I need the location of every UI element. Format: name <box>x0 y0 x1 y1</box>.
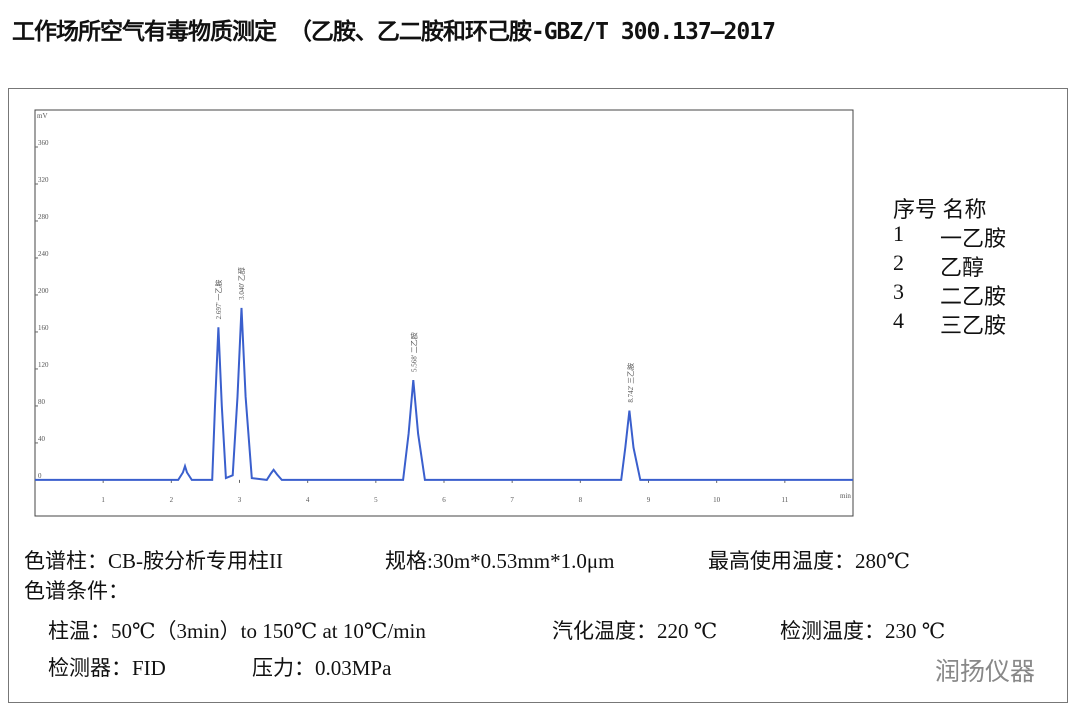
legend-cell: 4 <box>893 308 904 333</box>
y-tick-label: 80 <box>38 398 46 406</box>
y-tick-label: 360 <box>38 139 49 147</box>
condition: 检测器：FID <box>48 656 166 680</box>
x-tick-label: 9 <box>647 496 651 504</box>
x-tick-label: 7 <box>510 496 514 504</box>
x-tick-label: 11 <box>781 496 788 504</box>
legend-cell: 二乙胺 <box>940 284 1007 309</box>
legend-cell: 乙醇 <box>940 255 985 280</box>
legend-header: 序号 名称 <box>893 192 987 224</box>
signal-line <box>35 307 853 481</box>
x-tick-label: 6 <box>442 496 446 504</box>
title: 工作场所空气有毒物质测定 （乙胺、乙二胺和环己胺-GBZ/T 300.137—2… <box>12 19 776 45</box>
y-tick-label: 160 <box>38 324 49 332</box>
header-cell: 名称 <box>942 197 987 222</box>
y-tick-label: 0 <box>38 472 42 480</box>
x-tick-label: 2 <box>170 496 174 504</box>
condition: 规格:30m*0.53mm*1.0μm <box>385 549 615 573</box>
y-label: mV <box>37 112 48 120</box>
peak-label: 2.697' 一乙胺 <box>214 280 223 320</box>
header-cell: 序号 <box>893 197 938 222</box>
condition: 色谱柱：CB-胺分析专用柱II <box>24 549 283 573</box>
x-tick-label: 1 <box>101 496 105 504</box>
condition: 压力：0.03MPa <box>252 656 392 680</box>
condition: 汽化温度：220 ℃ <box>552 619 718 643</box>
x-tick-label: 4 <box>306 496 310 504</box>
legend-cell: 一乙胺 <box>940 226 1007 251</box>
condition: 检测温度：230 ℃ <box>780 619 946 643</box>
x-tick-label: 5 <box>374 496 378 504</box>
frame <box>8 88 1068 703</box>
peak-label: 5.568' 二乙胺 <box>410 332 419 372</box>
condition: 色谱条件： <box>24 579 129 603</box>
y-tick-label: 200 <box>38 287 49 295</box>
y-tick-label: 280 <box>38 213 49 221</box>
x-tick-label: 8 <box>579 496 583 504</box>
condition: 柱温：50℃（3min）to 150℃ at 10℃/min <box>48 619 426 643</box>
condition: 最高使用温度：280℃ <box>708 549 910 573</box>
x-tick-label: 3 <box>238 496 242 504</box>
x-tick-label: 10 <box>713 496 721 504</box>
y-tick-label: 240 <box>38 250 49 258</box>
plot-frame <box>34 109 854 517</box>
x-label: min <box>840 492 851 500</box>
y-tick-label: 320 <box>38 176 49 184</box>
peak-label: 3.040' 乙醇 <box>237 267 246 300</box>
y-tick-label: 120 <box>38 361 49 369</box>
watermark: 润扬仪器 <box>935 657 1036 686</box>
y-tick-label: 40 <box>38 435 46 443</box>
legend-cell: 三乙胺 <box>940 313 1007 338</box>
legend-cell: 2 <box>893 250 904 275</box>
peak-label: 8.742' 三乙胺 <box>626 363 635 403</box>
legend-cell: 1 <box>893 221 904 246</box>
legend-cell: 3 <box>893 279 904 304</box>
